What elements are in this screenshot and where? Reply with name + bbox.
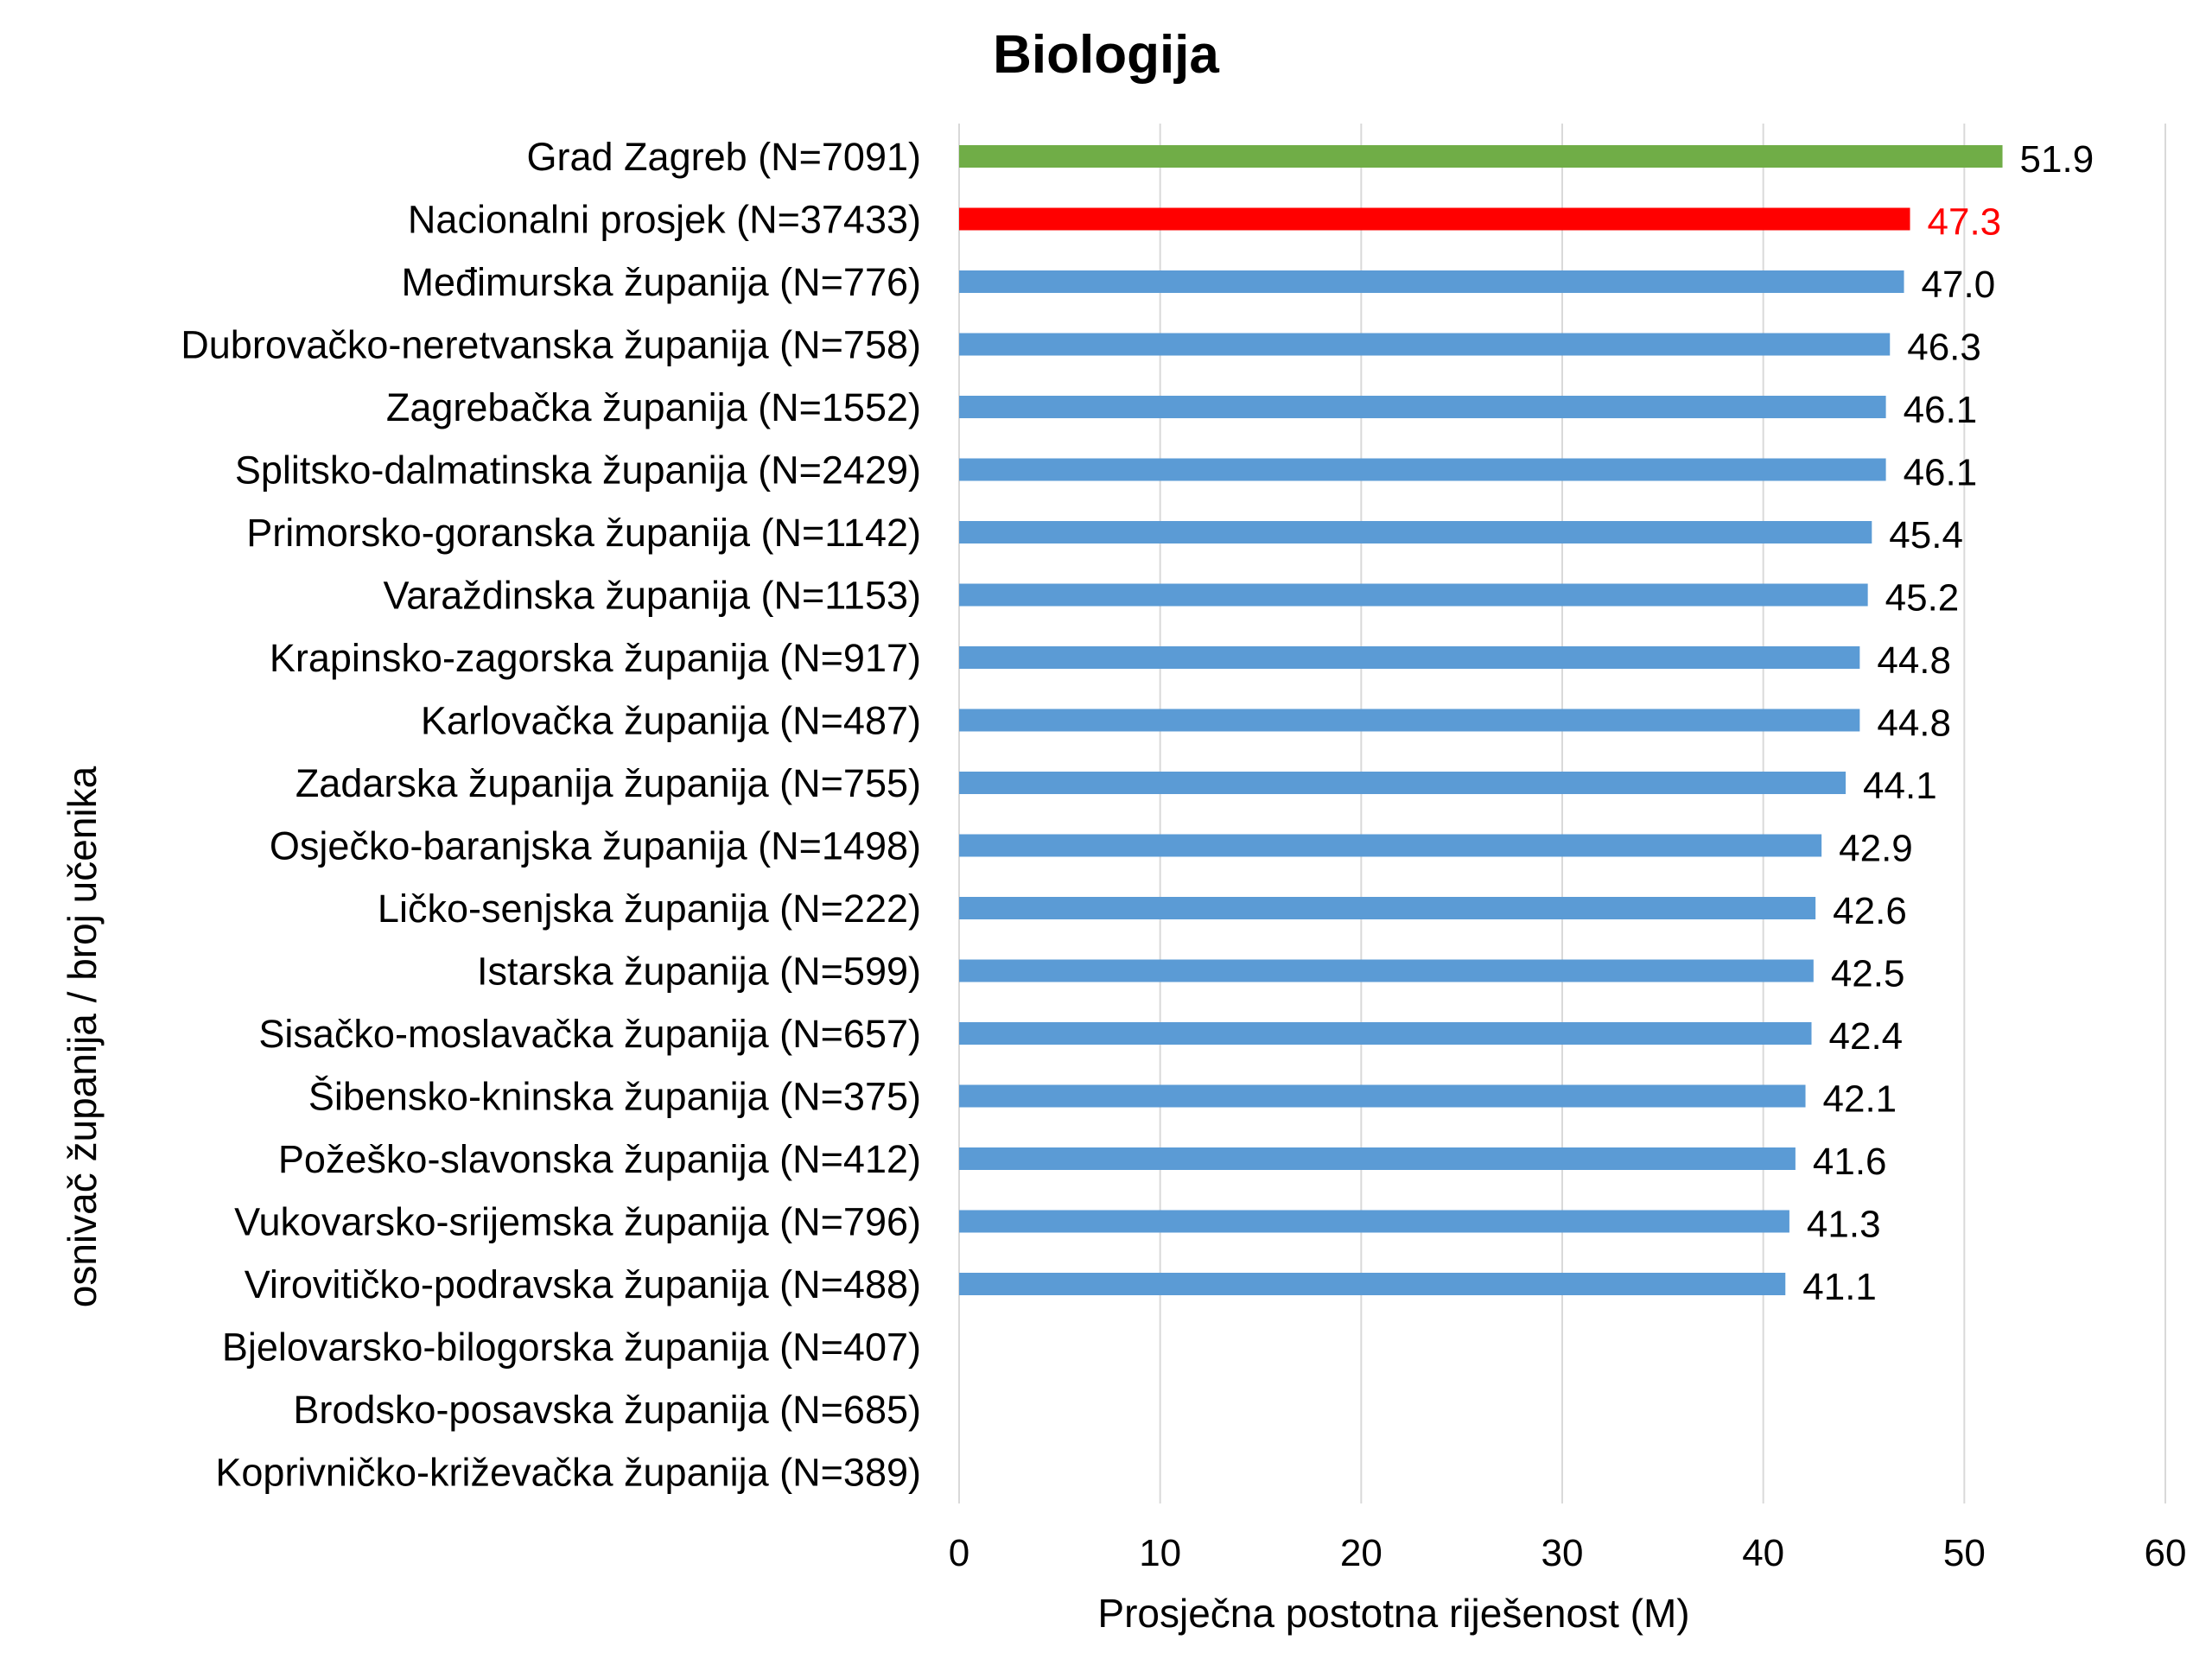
bar (959, 897, 1816, 919)
bar (959, 1273, 1786, 1295)
bar (959, 834, 1822, 857)
category-label: Grad Zagreb (N=7091) (527, 135, 921, 179)
gridlines (958, 124, 2166, 1503)
bar (959, 207, 1910, 231)
chart-title: Biologija (993, 25, 1219, 85)
category-label: Požeško-slavonska županija (N=412) (278, 1137, 921, 1181)
value-label: 45.2 (1885, 577, 1960, 620)
value-label: 41.1 (1802, 1266, 1877, 1308)
value-label: 42.6 (1833, 890, 1907, 932)
category-label: Virovitičko-podravska županija (N=488) (245, 1262, 921, 1306)
bar (959, 145, 2003, 168)
x-tick-label: 0 (949, 1532, 969, 1574)
bars (959, 145, 2003, 1295)
category-label: Bjelovarsko-bilogorska županija (N=407) (222, 1325, 921, 1370)
x-tick-label: 50 (1943, 1532, 1986, 1574)
category-label: Koprivničko-križevačka županija (N=389) (215, 1451, 921, 1495)
category-label: Splitsko-dalmatinska županija (N=2429) (235, 448, 921, 493)
category-label: Varaždinska županija (N=1153) (384, 574, 921, 618)
value-label: 41.6 (1813, 1141, 1887, 1183)
bar (959, 709, 1860, 732)
value-label: 47.0 (1922, 264, 1996, 306)
category-label: Istarska županija (N=599) (477, 950, 921, 994)
bar (959, 583, 1868, 607)
category-label: Ličko-senjska županija (N=222) (378, 887, 921, 931)
bar (959, 521, 1872, 543)
value-label: 46.1 (1904, 389, 1978, 431)
category-label: Sisačko-moslavačka županija (N=657) (258, 1012, 921, 1056)
category-label: Zadarska županija županija (N=755) (296, 761, 921, 805)
value-label: 42.4 (1829, 1015, 1904, 1058)
category-label: Karlovačka županija (N=487) (421, 699, 921, 743)
x-axis-title: Prosječna postotna riješenost (M) (1097, 1591, 1690, 1636)
category-label: Nacionalni prosjek (N=37433) (408, 198, 921, 242)
bar (959, 646, 1860, 669)
value-labels: 51.9 47.3 47.0 46.3 46.1 46.1 45.4 45.2 44.8 44.8… (1802, 138, 2094, 1308)
category-label: Zagrebačka županija (N=1552) (386, 385, 921, 429)
value-label: 45.4 (1889, 514, 1963, 556)
category-label: Osječko-baranjska županija (N=1498) (270, 824, 921, 868)
bar (959, 1084, 1806, 1108)
value-label: 46.3 (1907, 327, 1981, 369)
value-label: 42.5 (1831, 953, 1905, 995)
x-tick-labels: 0 10 20 30 40 50 60 (949, 1532, 2187, 1574)
bar (959, 1022, 1812, 1045)
bar (959, 1210, 1789, 1233)
category-label: Vukovarsko-srijemska županija (N=796) (234, 1200, 921, 1244)
bar (959, 333, 1891, 356)
value-label: 42.1 (1823, 1078, 1897, 1121)
x-tick-label: 30 (1541, 1532, 1584, 1574)
category-label: Brodsko-posavska županija (N=685) (293, 1388, 921, 1432)
category-label: Krapinsko-zagorska županija (N=917) (270, 636, 921, 680)
category-label: Dubrovačko-neretvanska županija (N=758) (181, 323, 921, 367)
bar (959, 458, 1886, 481)
value-label: 41.3 (1807, 1204, 1881, 1246)
value-label: 42.9 (1839, 828, 1913, 870)
x-tick-label: 40 (1742, 1532, 1784, 1574)
x-tick-label: 60 (2145, 1532, 2187, 1574)
bar (959, 772, 1847, 794)
category-label: Međimurska županija (N=776) (401, 260, 921, 304)
value-label: 44.1 (1863, 765, 1937, 807)
x-tick-label: 20 (1340, 1532, 1382, 1574)
x-tick-label: 10 (1139, 1532, 1181, 1574)
value-label: 47.3 (1928, 201, 2002, 244)
bar (959, 396, 1886, 418)
value-label: 51.9 (2020, 138, 2094, 181)
value-label: 46.1 (1904, 452, 1978, 494)
category-labels: Grad Zagreb (N=7091) Nacionalni prosjek (… (181, 135, 921, 1495)
value-label: 44.8 (1877, 639, 1951, 682)
bar (959, 959, 1814, 982)
bar (959, 1147, 1796, 1170)
category-label: Šibensko-kninska županija (N=375) (308, 1075, 921, 1119)
bar (959, 270, 1904, 293)
value-label: 44.8 (1877, 702, 1951, 745)
category-label: Primorsko-goranska županija (N=1142) (246, 511, 921, 555)
